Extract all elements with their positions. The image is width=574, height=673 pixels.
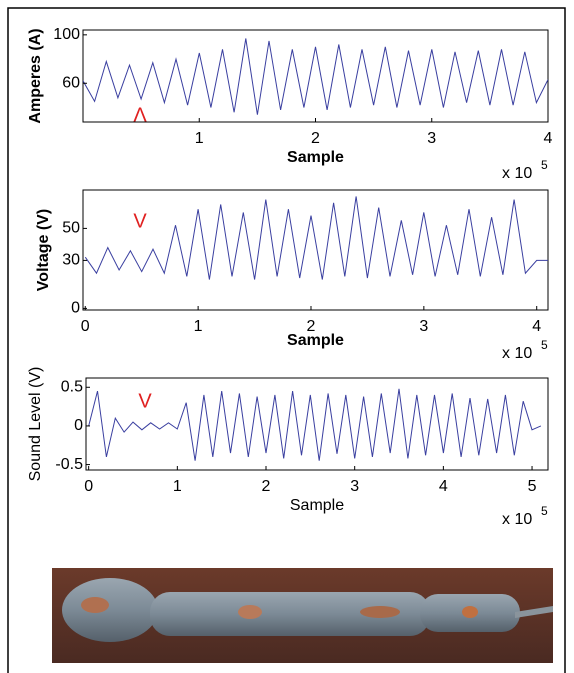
y-axis-label: Sound Level (V) — [27, 367, 44, 482]
signal-line — [83, 38, 548, 115]
x-tick-label: 5 — [528, 478, 537, 495]
y-tick-label: 50 — [62, 220, 80, 237]
annotation: V — [133, 210, 147, 232]
x-tick-label: 1 — [194, 318, 203, 335]
y-tick-label: 30 — [62, 252, 80, 269]
annotation: Λ — [133, 104, 147, 126]
y-tick-label: 0 — [71, 300, 80, 317]
annotation: V — [138, 390, 152, 412]
x-multiplier: x 10 — [502, 345, 532, 362]
plot-area — [85, 377, 549, 471]
x-tick-label: 3 — [427, 130, 436, 147]
x-multiplier: x 10 — [502, 165, 532, 182]
chart: 1 2 3 4 60 100 Sample Amperes (A) x 10 5 Λ — [27, 26, 552, 182]
signal-line — [84, 196, 548, 280]
x-multiplier-exponent: 5 — [541, 504, 548, 518]
x-axis-label: Sample — [287, 149, 344, 166]
x-tick-label: 1 — [195, 130, 204, 147]
y-tick-label: 60 — [62, 74, 80, 91]
x-multiplier-exponent: 5 — [541, 158, 548, 172]
x-axis-label: Sample — [287, 332, 344, 349]
y-tick-label: 0 — [74, 417, 83, 434]
signal-line — [88, 388, 542, 461]
x-tick-label: 4 — [439, 478, 448, 495]
x-tick-label: 2 — [311, 130, 320, 147]
y-tick-label: 100 — [53, 26, 80, 43]
figure-border — [7, 7, 566, 673]
x-tick-label: 0 — [84, 478, 93, 495]
x-tick-label: 1 — [173, 478, 182, 495]
x-tick-label: 4 — [544, 130, 553, 147]
y-tick-label: -0.5 — [55, 456, 83, 473]
plot-area — [82, 29, 549, 123]
x-tick-label: 2 — [262, 478, 271, 495]
x-multiplier-exponent: 5 — [541, 338, 548, 352]
y-tick-label: 0.5 — [61, 378, 83, 395]
x-tick-label: 3 — [350, 478, 359, 495]
x-tick-label: 2 — [307, 318, 316, 335]
x-tick-label: 0 — [81, 318, 90, 335]
y-axis-label: Amperes (A) — [27, 28, 44, 123]
y-axis-label: Voltage (V) — [35, 209, 52, 291]
x-tick-label: 3 — [419, 318, 428, 335]
x-tick-label: 4 — [532, 318, 541, 335]
weld-photo — [52, 568, 553, 663]
x-axis-label: Sample — [290, 497, 344, 514]
x-multiplier: x 10 — [502, 511, 532, 528]
chart: 0 1 2 3 4 0 30 50 Sample Voltage (V) x 10 5 V — [35, 189, 549, 362]
plot-area — [82, 189, 549, 311]
